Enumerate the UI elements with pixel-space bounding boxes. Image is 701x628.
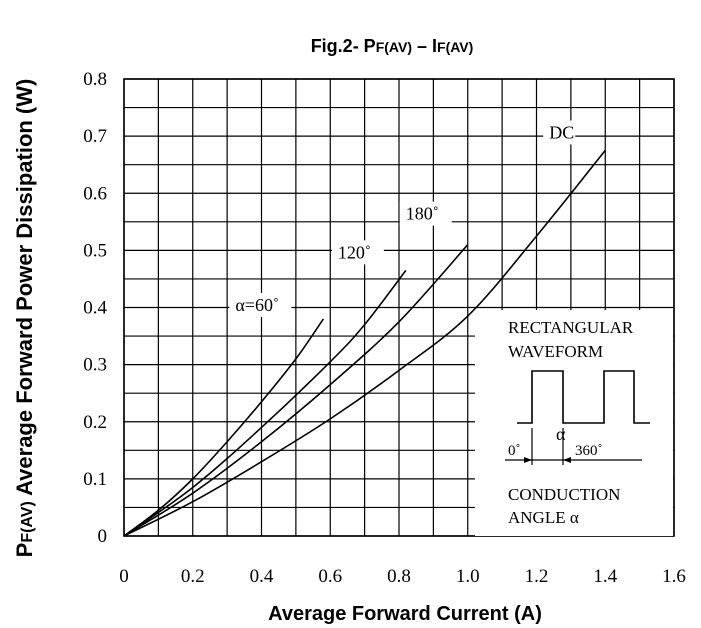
inset-title-line2: WAVEFORM <box>508 342 603 361</box>
curve-line <box>123 318 325 537</box>
curve-label: α=60˚ <box>235 295 279 315</box>
x-tick-label: 1.0 <box>456 566 480 587</box>
y-tick-label: 0.8 <box>83 69 107 90</box>
inset-360-label: 360˚ <box>575 443 603 459</box>
inset-conduction-line1: CONDUCTION <box>508 485 620 504</box>
inset-conduction-line2: ANGLE α <box>508 508 579 527</box>
plot-frame <box>123 78 675 537</box>
y-tick-label: 0.1 <box>83 469 107 490</box>
inset-arrow-left <box>524 457 532 463</box>
y-tick-label: 0.4 <box>83 298 107 319</box>
x-axis-label: Average Forward Current (A) <box>268 603 542 625</box>
x-tick-label: 0.4 <box>250 566 274 587</box>
curve-label: 120˚ <box>338 242 371 262</box>
curve-line <box>123 149 606 537</box>
curve-labels: α=60˚ 120˚ 180˚ DC <box>229 120 576 317</box>
x-tick-label: 1.4 <box>593 566 617 587</box>
inset-alpha-label: α <box>556 424 566 444</box>
y-tick-label: 0.2 <box>83 412 107 433</box>
x-tick-label: 0.2 <box>181 566 205 587</box>
x-tick-label: 1.2 <box>525 566 549 587</box>
x-tick-label: 1.6 <box>662 566 686 587</box>
curves <box>123 149 606 537</box>
y-tick-label: 0.7 <box>83 126 107 147</box>
y-tick-label: 0 <box>98 526 108 547</box>
inset-arrow-right <box>563 457 571 463</box>
curve-label: DC <box>549 122 574 142</box>
curve-line <box>123 244 469 537</box>
y-tick-label: 0.3 <box>83 355 107 376</box>
waveform-line <box>517 370 650 424</box>
chart-title: Fig.2- PF(AV) – IF(AV) <box>311 36 474 56</box>
inset-title-line1: RECTANGULAR <box>508 318 634 337</box>
curve-label: 180˚ <box>406 204 439 224</box>
curve-line <box>123 269 407 537</box>
x-tick-label: 0 <box>119 566 129 587</box>
x-tick-label: 0.6 <box>318 566 342 587</box>
curve-label-background <box>399 201 452 226</box>
x-tick-label: 0.8 <box>387 566 411 587</box>
y-tick-label: 0.6 <box>83 183 107 204</box>
inset-zero-label: 0˚ <box>508 443 521 459</box>
curve-label-background <box>331 240 384 265</box>
tick-labels: 0 0.2 0.4 0.6 0.8 1.0 1.2 1.4 1.6 0 0.1 0.2 0.3 0.4 0.… <box>83 69 686 587</box>
y-tick-label: 0.5 <box>83 240 107 261</box>
curve-label-background <box>229 292 292 317</box>
curve-label-background <box>543 120 576 145</box>
y-axis-label: PF(AV) Average Forward Power Dissipation… <box>12 79 37 558</box>
waveform-inset: RECTANGULAR WAVEFORM α 0˚ 360˚ CONDUCTIO… <box>475 310 673 536</box>
